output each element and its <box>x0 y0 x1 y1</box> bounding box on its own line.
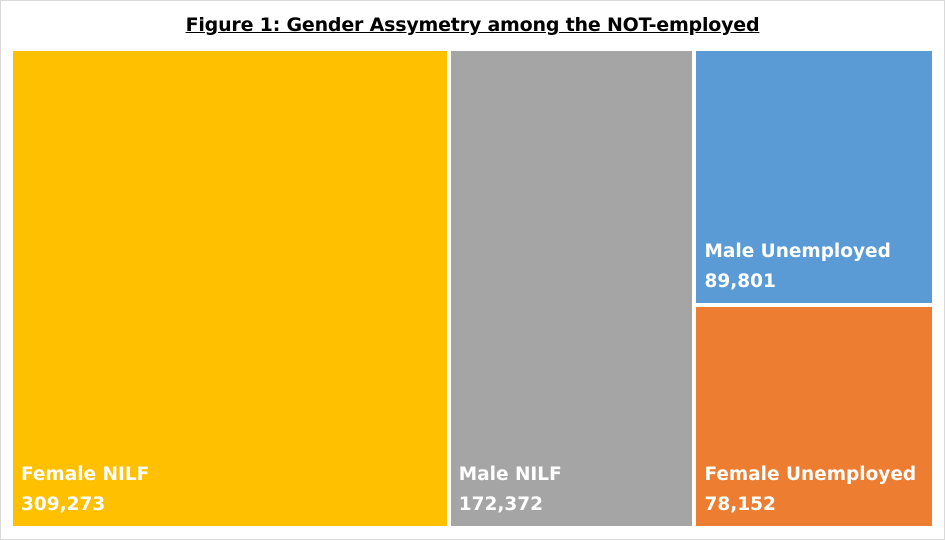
tile-label: Female NILF 309,273 <box>21 460 149 520</box>
tile-name-label: Female NILF <box>21 464 150 485</box>
tile-value-label: 89,801 <box>704 270 776 292</box>
treemap-tile-female-unemployed: Female Unemployed 78,152 <box>696 306 932 526</box>
treemap-tile-male-nilf: Male NILF 172,372 <box>450 51 693 526</box>
tile-name-label: Male Unemployed <box>704 240 891 262</box>
treemap-tile-male-unemployed: Male Unemployed 89,801 <box>696 51 932 303</box>
tile-value-label: 78,152 <box>704 493 776 515</box>
tile-label: Male Unemployed 89,801 <box>704 237 890 297</box>
treemap-tile-female-nilf: Female NILF 309,273 <box>13 51 447 526</box>
tile-value-label: 309,273 <box>21 494 106 515</box>
chart-title: Figure 1: Gender Assymetry among the NOT… <box>185 14 760 36</box>
tile-value-label: 172,372 <box>458 494 543 515</box>
tile-name-label: Female Unemployed <box>704 463 917 485</box>
tile-name-label: Male NILF <box>458 464 562 485</box>
tile-label: Female Unemployed 78,152 <box>704 460 916 520</box>
tile-label: Male NILF 172,372 <box>459 460 562 520</box>
